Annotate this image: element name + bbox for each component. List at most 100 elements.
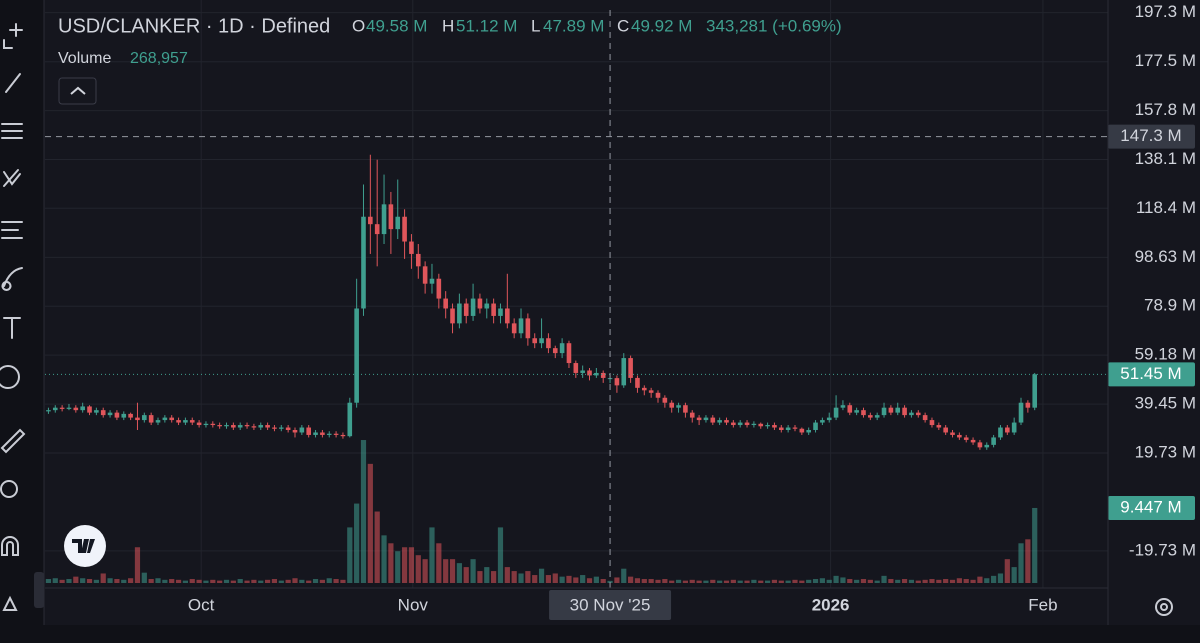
volume-bar (59, 579, 65, 583)
volume-bar (895, 579, 901, 583)
projection-tool[interactable] (1, 221, 23, 239)
volume-bar (100, 573, 106, 583)
candle-body (977, 442, 983, 448)
volume-bar (854, 579, 860, 583)
volume-layer (45, 440, 1038, 583)
volume-bar (477, 571, 483, 583)
candle-body (299, 427, 305, 433)
volume-bar (511, 571, 517, 583)
volume-bar (532, 575, 538, 583)
candle-body (546, 338, 551, 349)
crosshair-tool[interactable] (3, 23, 23, 49)
candle-body (778, 427, 784, 430)
volume-bar (299, 579, 305, 583)
volume-bar (970, 579, 976, 583)
candle-body (936, 425, 942, 428)
volume-bar (826, 579, 832, 583)
volume-bar (312, 579, 319, 583)
pattern-tool[interactable] (3, 169, 21, 187)
volume-bar (456, 563, 462, 583)
gear-inner (1160, 603, 1168, 611)
volume-bar (778, 580, 784, 583)
volume-bar (703, 580, 709, 583)
zoom-tool[interactable] (0, 480, 18, 498)
candle-body (950, 432, 955, 435)
volume-bar (840, 577, 846, 583)
candle-body (758, 423, 764, 427)
volume-bar (806, 579, 812, 583)
volume-legend-name: Volume (58, 50, 111, 67)
y-tick-label: 59.18 M (1135, 345, 1196, 364)
candle-body (724, 420, 729, 423)
magnet-tool[interactable] (0, 536, 19, 556)
volume-bar (860, 579, 867, 583)
volume-bar (600, 579, 606, 583)
candle-body (196, 422, 202, 426)
volume-bar (52, 578, 58, 583)
volume-bar (66, 579, 72, 583)
volume-bar (641, 579, 647, 583)
volume-bar (956, 578, 962, 583)
legend-key: O (352, 16, 365, 35)
volume-bar (182, 580, 189, 583)
candle-body (518, 318, 524, 334)
text-tool[interactable] (3, 317, 21, 339)
candle-body (847, 405, 853, 413)
candle-body (142, 415, 147, 421)
volume-bar (922, 579, 928, 583)
candle-body (361, 216, 366, 309)
line-tool[interactable] (5, 73, 21, 93)
volume-bar (847, 579, 853, 583)
x-tick-label: Oct (188, 595, 215, 614)
settings-gear[interactable] (1155, 598, 1173, 616)
gear-outer (1155, 598, 1173, 616)
volume-bar (812, 579, 819, 583)
candle-body (594, 372, 599, 376)
icon-tool[interactable] (0, 365, 20, 389)
volume-bar (340, 579, 346, 583)
lock-tool[interactable] (2, 595, 18, 611)
last-volume-label: 9.447 M (1120, 497, 1181, 516)
candle-body (340, 434, 346, 437)
candle-body (642, 387, 647, 391)
volume-bar (333, 579, 339, 583)
collapse-legend-button[interactable] (58, 77, 97, 105)
volume-bar (655, 579, 661, 583)
crosshair-price-box (1108, 124, 1195, 149)
y-tick-label: 138.1 M (1135, 149, 1196, 168)
candle-body (888, 407, 894, 413)
volume-bar (258, 580, 264, 583)
candle-body (717, 420, 722, 423)
fib-tool[interactable] (1, 123, 23, 139)
volume-bar (737, 580, 743, 583)
volume-bar (415, 555, 421, 583)
volume-bar (1018, 543, 1024, 583)
collapse-toolbar[interactable] (34, 572, 44, 608)
volume-bar (86, 579, 93, 583)
crosshair-price-label: 147.3 M (1120, 126, 1181, 145)
candle-body (66, 407, 72, 409)
volume-bar (80, 578, 86, 583)
volume-bar (997, 573, 1004, 583)
volume-bar (682, 580, 689, 583)
candle-body (491, 303, 496, 316)
candle-body (566, 343, 572, 364)
volume-bar (573, 577, 579, 583)
volume-bar (470, 559, 476, 583)
candle-body (813, 422, 818, 430)
ruler-tool[interactable] (0, 428, 26, 454)
candle-body (422, 266, 428, 284)
brush-tool[interactable] (1, 267, 23, 291)
legend-key: H (442, 16, 454, 35)
volume-bar (1011, 567, 1017, 583)
candle-body (929, 420, 935, 426)
symbol-title: USD/CLANKER · 1D · Defined (58, 15, 330, 37)
candle-body (970, 439, 976, 443)
bottom-strip (0, 625, 1200, 643)
candle-body (614, 378, 620, 386)
candle-body (231, 425, 236, 428)
candle-body (662, 397, 668, 403)
x-tick-label: Feb (1028, 595, 1057, 614)
volume-bar (943, 579, 949, 583)
